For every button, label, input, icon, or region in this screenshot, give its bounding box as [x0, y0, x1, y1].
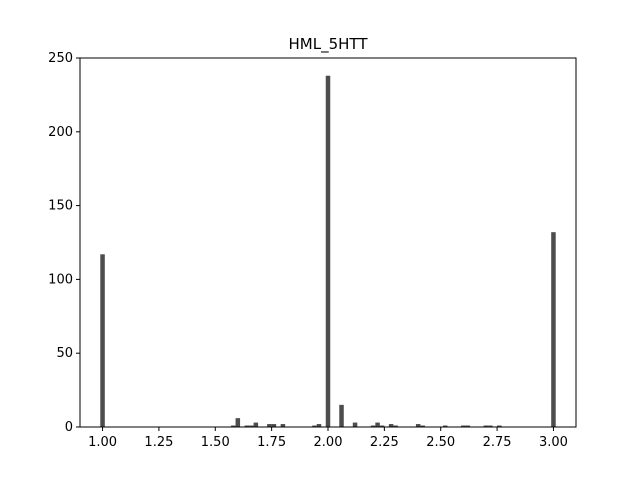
- bar: [375, 422, 380, 427]
- y-tick-label: 250: [48, 51, 73, 66]
- bar: [339, 404, 344, 427]
- bar: [420, 425, 425, 427]
- bar: [388, 424, 394, 427]
- x-tick-label: 2.50: [426, 435, 455, 450]
- bars-group: [100, 75, 556, 427]
- x-tick-label: 2.25: [370, 435, 399, 450]
- bar: [280, 424, 286, 427]
- y-axis: 0 50 100 150 200 250: [48, 51, 80, 435]
- bar: [551, 232, 556, 427]
- x-tick-label: 2.00: [314, 435, 343, 450]
- bar: [271, 424, 277, 427]
- bar: [253, 422, 259, 427]
- x-axis: 1.00 1.25 1.50 1.75 2.00 2.25 2.50 2.75 3.00: [88, 427, 568, 450]
- x-tick-label: 1.00: [88, 435, 117, 450]
- bar: [325, 75, 331, 427]
- y-tick-label: 0: [65, 420, 73, 435]
- bar: [312, 425, 317, 427]
- bar: [235, 418, 241, 427]
- bar: [415, 424, 421, 427]
- bar: [379, 425, 385, 427]
- bar: [442, 425, 448, 427]
- x-tick-label: 1.50: [201, 435, 230, 450]
- bar: [100, 254, 105, 427]
- bar: [461, 425, 466, 427]
- x-tick-label: 1.75: [257, 435, 286, 450]
- bar: [231, 425, 236, 427]
- x-tick-label: 2.75: [483, 435, 512, 450]
- bar: [393, 425, 398, 427]
- bar: [244, 425, 250, 427]
- y-tick-label: 50: [56, 346, 73, 361]
- y-tick-label: 100: [48, 272, 73, 287]
- y-tick-label: 200: [48, 125, 73, 140]
- x-tick-label: 3.00: [539, 435, 568, 450]
- bar: [465, 425, 471, 427]
- bar: [316, 424, 322, 427]
- bar: [370, 425, 376, 427]
- bar: [488, 425, 493, 427]
- bar: [267, 424, 272, 427]
- y-tick-label: 150: [48, 199, 73, 214]
- x-tick-label: 1.25: [144, 435, 173, 450]
- bar: [497, 425, 502, 427]
- bar: [249, 425, 254, 427]
- chart-title: HML_5HTT: [289, 35, 369, 54]
- bar: [352, 422, 358, 427]
- bar: [483, 425, 489, 427]
